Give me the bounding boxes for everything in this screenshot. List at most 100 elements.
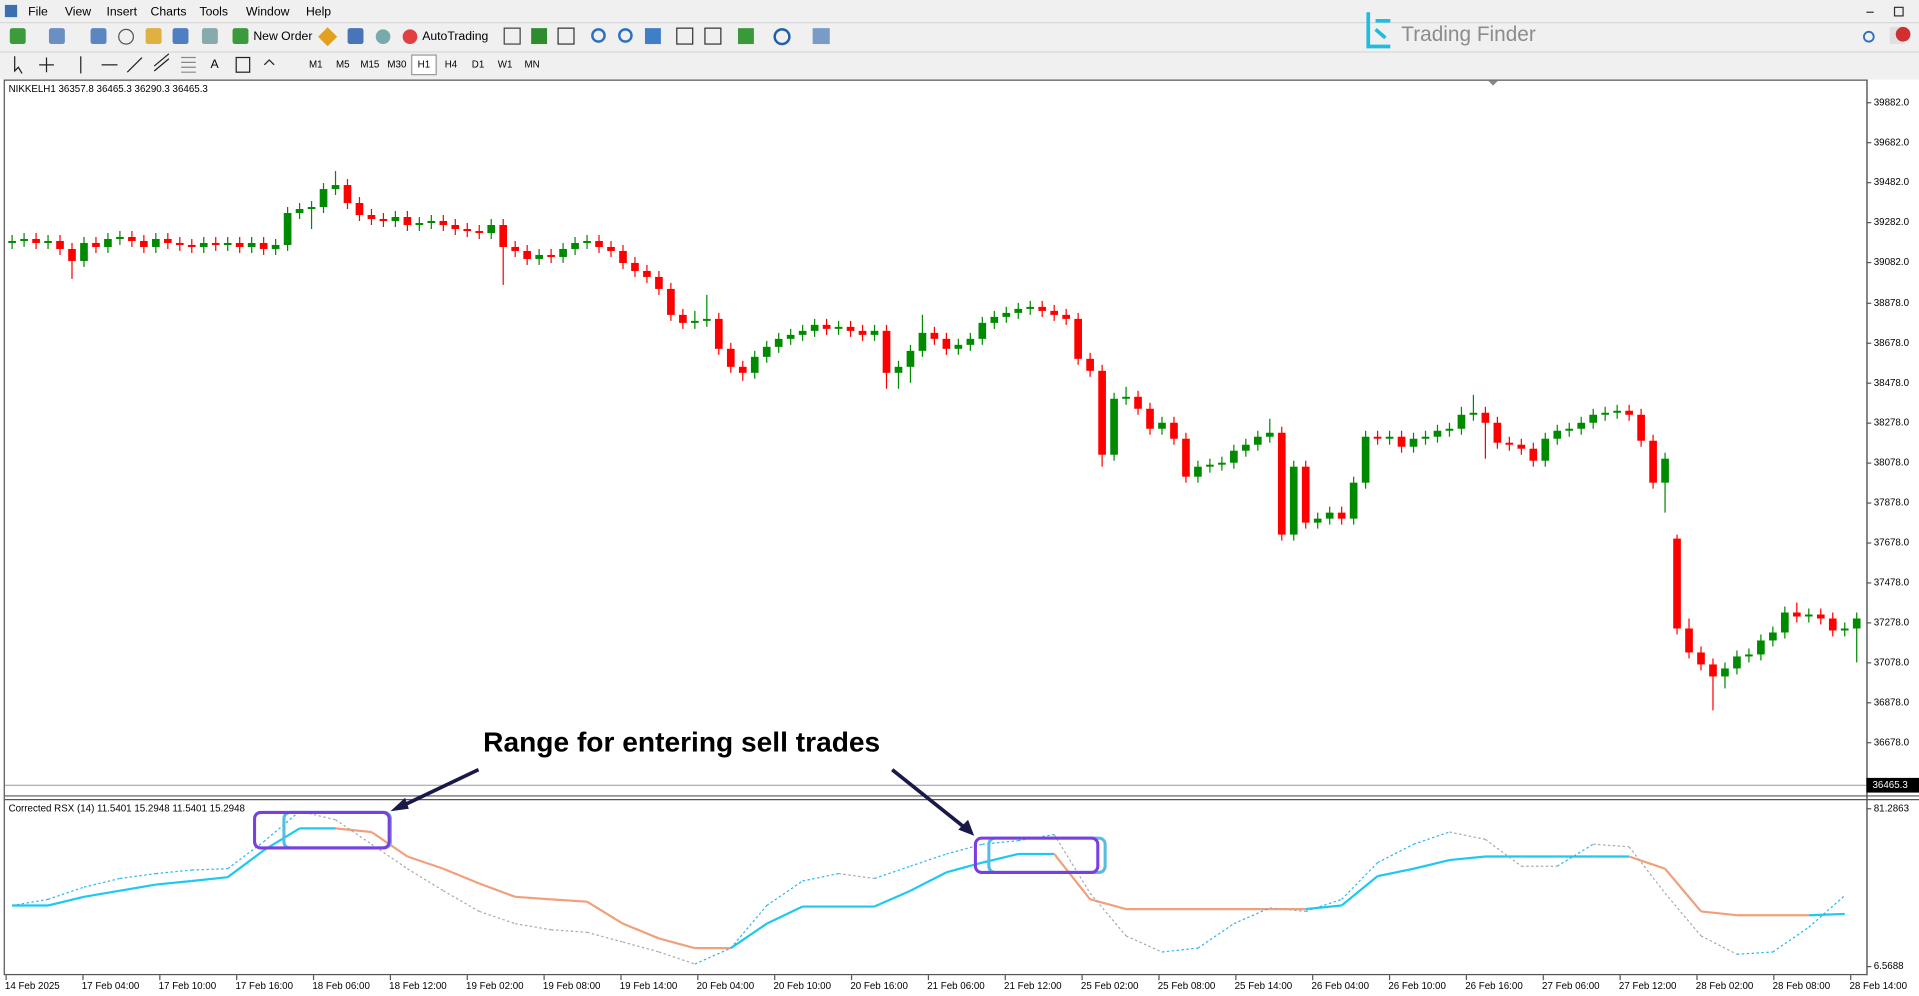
candle-body: [187, 244, 196, 247]
icon[interactable]: [375, 29, 391, 45]
timeframe-button[interactable]: W1: [498, 59, 513, 70]
candle-body: [738, 366, 747, 373]
candle-body: [1182, 438, 1190, 477]
icon[interactable]: [118, 28, 135, 45]
candle-body: [1769, 632, 1777, 641]
timeframe-button[interactable]: D1: [472, 59, 484, 70]
timeframe-button[interactable]: M15: [360, 59, 380, 70]
candle-body: [415, 223, 424, 226]
icon[interactable]: [9, 28, 26, 45]
candle-body: [702, 318, 711, 321]
autotrading-button[interactable]: AutoTrading: [422, 29, 488, 43]
current-price-label: 36465.3: [1872, 780, 1907, 791]
icon[interactable]: [172, 28, 189, 45]
y-tick-label: 38478.0: [1874, 378, 1910, 389]
icon[interactable]: [676, 27, 694, 45]
icon[interactable]: [531, 28, 548, 45]
candle-body: [990, 316, 999, 323]
cursor-tool[interactable]: [14, 56, 23, 74]
icon[interactable]: [347, 28, 364, 45]
candle-body: [1038, 306, 1047, 311]
icon[interactable]: [402, 29, 418, 45]
icon[interactable]: [644, 28, 661, 45]
candle-body: [942, 338, 951, 349]
icon[interactable]: [232, 28, 249, 45]
signal-line: [1305, 898, 1342, 912]
candle-body: [391, 217, 400, 222]
rsx-line: [1340, 875, 1379, 907]
timeframe-button[interactable]: M1: [309, 59, 323, 70]
signal-line: [1161, 947, 1198, 953]
candle-body: [247, 242, 256, 247]
x-tick-label: 25 Feb 14:00: [1235, 981, 1293, 992]
icon[interactable]: [48, 28, 65, 45]
candle-body: [1601, 412, 1610, 415]
toolbar-icons: A: [9, 27, 830, 74]
rsx-line: [1377, 867, 1414, 878]
search[interactable]: [1863, 30, 1875, 43]
candle-body: [1649, 440, 1657, 483]
icon[interactable]: [201, 28, 218, 45]
icon[interactable]: [145, 28, 162, 45]
annotation-text: Range for entering sell trades: [483, 726, 880, 757]
candle-body: [1697, 652, 1705, 665]
y-tick-label: 39682.0: [1874, 137, 1910, 148]
candle-body: [1289, 466, 1298, 535]
icon[interactable]: [704, 27, 722, 45]
rsx-line: [1628, 855, 1666, 870]
timeframe-button[interactable]: H1: [418, 59, 430, 70]
rsx-line: [155, 879, 192, 886]
x-tick-label: 28 Feb 14:00: [1849, 981, 1907, 992]
candle-body: [331, 185, 340, 190]
signal-line: [1449, 831, 1486, 840]
candle-body: [1409, 438, 1418, 447]
candle-body: [343, 185, 352, 204]
x-tick-label: 19 Feb 02:00: [466, 981, 524, 992]
menu-item[interactable]: Insert: [106, 4, 137, 18]
fibo-tool[interactable]: [181, 56, 196, 73]
candle-body: [140, 240, 148, 247]
x-tick-label: 21 Feb 12:00: [1004, 981, 1062, 992]
candle-body: [1469, 412, 1478, 415]
timeframe-button[interactable]: MN: [525, 59, 540, 70]
restore[interactable]: [1893, 6, 1904, 17]
menu-item[interactable]: Help: [306, 4, 331, 18]
text-tool[interactable]: A: [211, 57, 220, 71]
candle-body: [906, 350, 915, 367]
signal-line: [1628, 846, 1666, 894]
icon[interactable]: [812, 28, 830, 45]
arrows-tool[interactable]: [263, 59, 275, 66]
x-tick-label: 19 Feb 14:00: [620, 981, 678, 992]
icon[interactable]: [503, 27, 521, 45]
icon[interactable]: [591, 28, 606, 43]
rsx-line: [730, 922, 768, 950]
arrow-head: [390, 797, 409, 812]
candle-body: [643, 270, 651, 277]
candle-body: [475, 230, 484, 233]
menu-item[interactable]: View: [65, 4, 91, 18]
label-tool[interactable]: [235, 56, 251, 73]
icon[interactable]: [557, 27, 575, 45]
timeframe-button[interactable]: M5: [336, 59, 350, 70]
crosshair-tool[interactable]: [39, 57, 54, 73]
signal-line: [443, 890, 480, 912]
channel-tool[interactable]: [153, 53, 170, 72]
new-order-button[interactable]: New Order: [253, 29, 312, 43]
menu-item[interactable]: Tools: [199, 4, 228, 18]
icon[interactable]: [737, 28, 754, 45]
menu-item[interactable]: Charts: [151, 4, 187, 18]
timeframe-button[interactable]: H4: [445, 59, 458, 70]
icon[interactable]: [773, 28, 791, 46]
candle-body: [1816, 614, 1825, 619]
menu-item[interactable]: Window: [246, 4, 290, 18]
menu-item[interactable]: File: [28, 4, 48, 18]
candle-body: [1493, 422, 1502, 443]
trendline-tool[interactable]: [126, 57, 143, 73]
icon[interactable]: [618, 28, 633, 43]
candle-body: [1373, 436, 1382, 439]
icon[interactable]: [90, 28, 107, 45]
timeframe-button[interactable]: M30: [387, 59, 407, 70]
candle-body: [271, 244, 280, 249]
window-controls: [1863, 6, 1911, 45]
